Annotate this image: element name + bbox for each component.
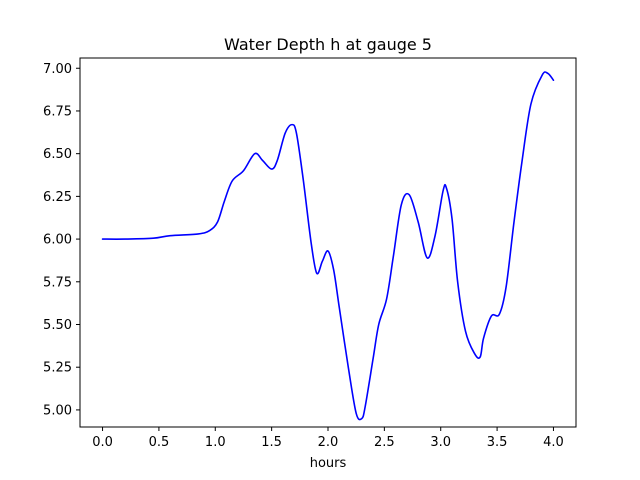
x-tick-label: 1.0 bbox=[205, 435, 226, 450]
y-tick-label: 5.25 bbox=[43, 361, 72, 376]
y-tick-label: 6.75 bbox=[43, 104, 72, 119]
y-tick-label: 6.50 bbox=[43, 147, 72, 162]
x-tick-label: 4.0 bbox=[543, 435, 564, 450]
x-tick-label: 2.0 bbox=[318, 435, 339, 450]
x-tick-label: 2.5 bbox=[374, 435, 395, 450]
y-axis: 5.00 5.25 5.50 5.75 6.00 6.25 6.50 6.75 7.00 bbox=[43, 62, 80, 418]
x-tick-label: 0.5 bbox=[149, 435, 170, 450]
x-axis-label: hours bbox=[310, 456, 347, 471]
x-tick-label: 0.0 bbox=[92, 435, 113, 450]
x-tick-label: 1.5 bbox=[261, 435, 282, 450]
x-axis: 0.0 0.5 1.0 1.5 2.0 2.5 3.0 3.5 4.0 bbox=[92, 427, 564, 450]
x-tick-label: 3.0 bbox=[430, 435, 451, 450]
y-tick-label: 5.50 bbox=[43, 318, 72, 333]
y-tick-label: 7.00 bbox=[43, 62, 72, 77]
series-line bbox=[101, 71, 555, 421]
y-tick-label: 6.00 bbox=[43, 233, 72, 248]
y-tick-label: 5.00 bbox=[43, 403, 72, 418]
y-tick-label: 6.25 bbox=[43, 190, 72, 205]
series-layer bbox=[101, 71, 555, 421]
x-tick-label: 3.5 bbox=[487, 435, 508, 450]
y-tick-label: 5.75 bbox=[43, 275, 72, 290]
chart-title: Water Depth h at gauge 5 bbox=[224, 35, 432, 54]
